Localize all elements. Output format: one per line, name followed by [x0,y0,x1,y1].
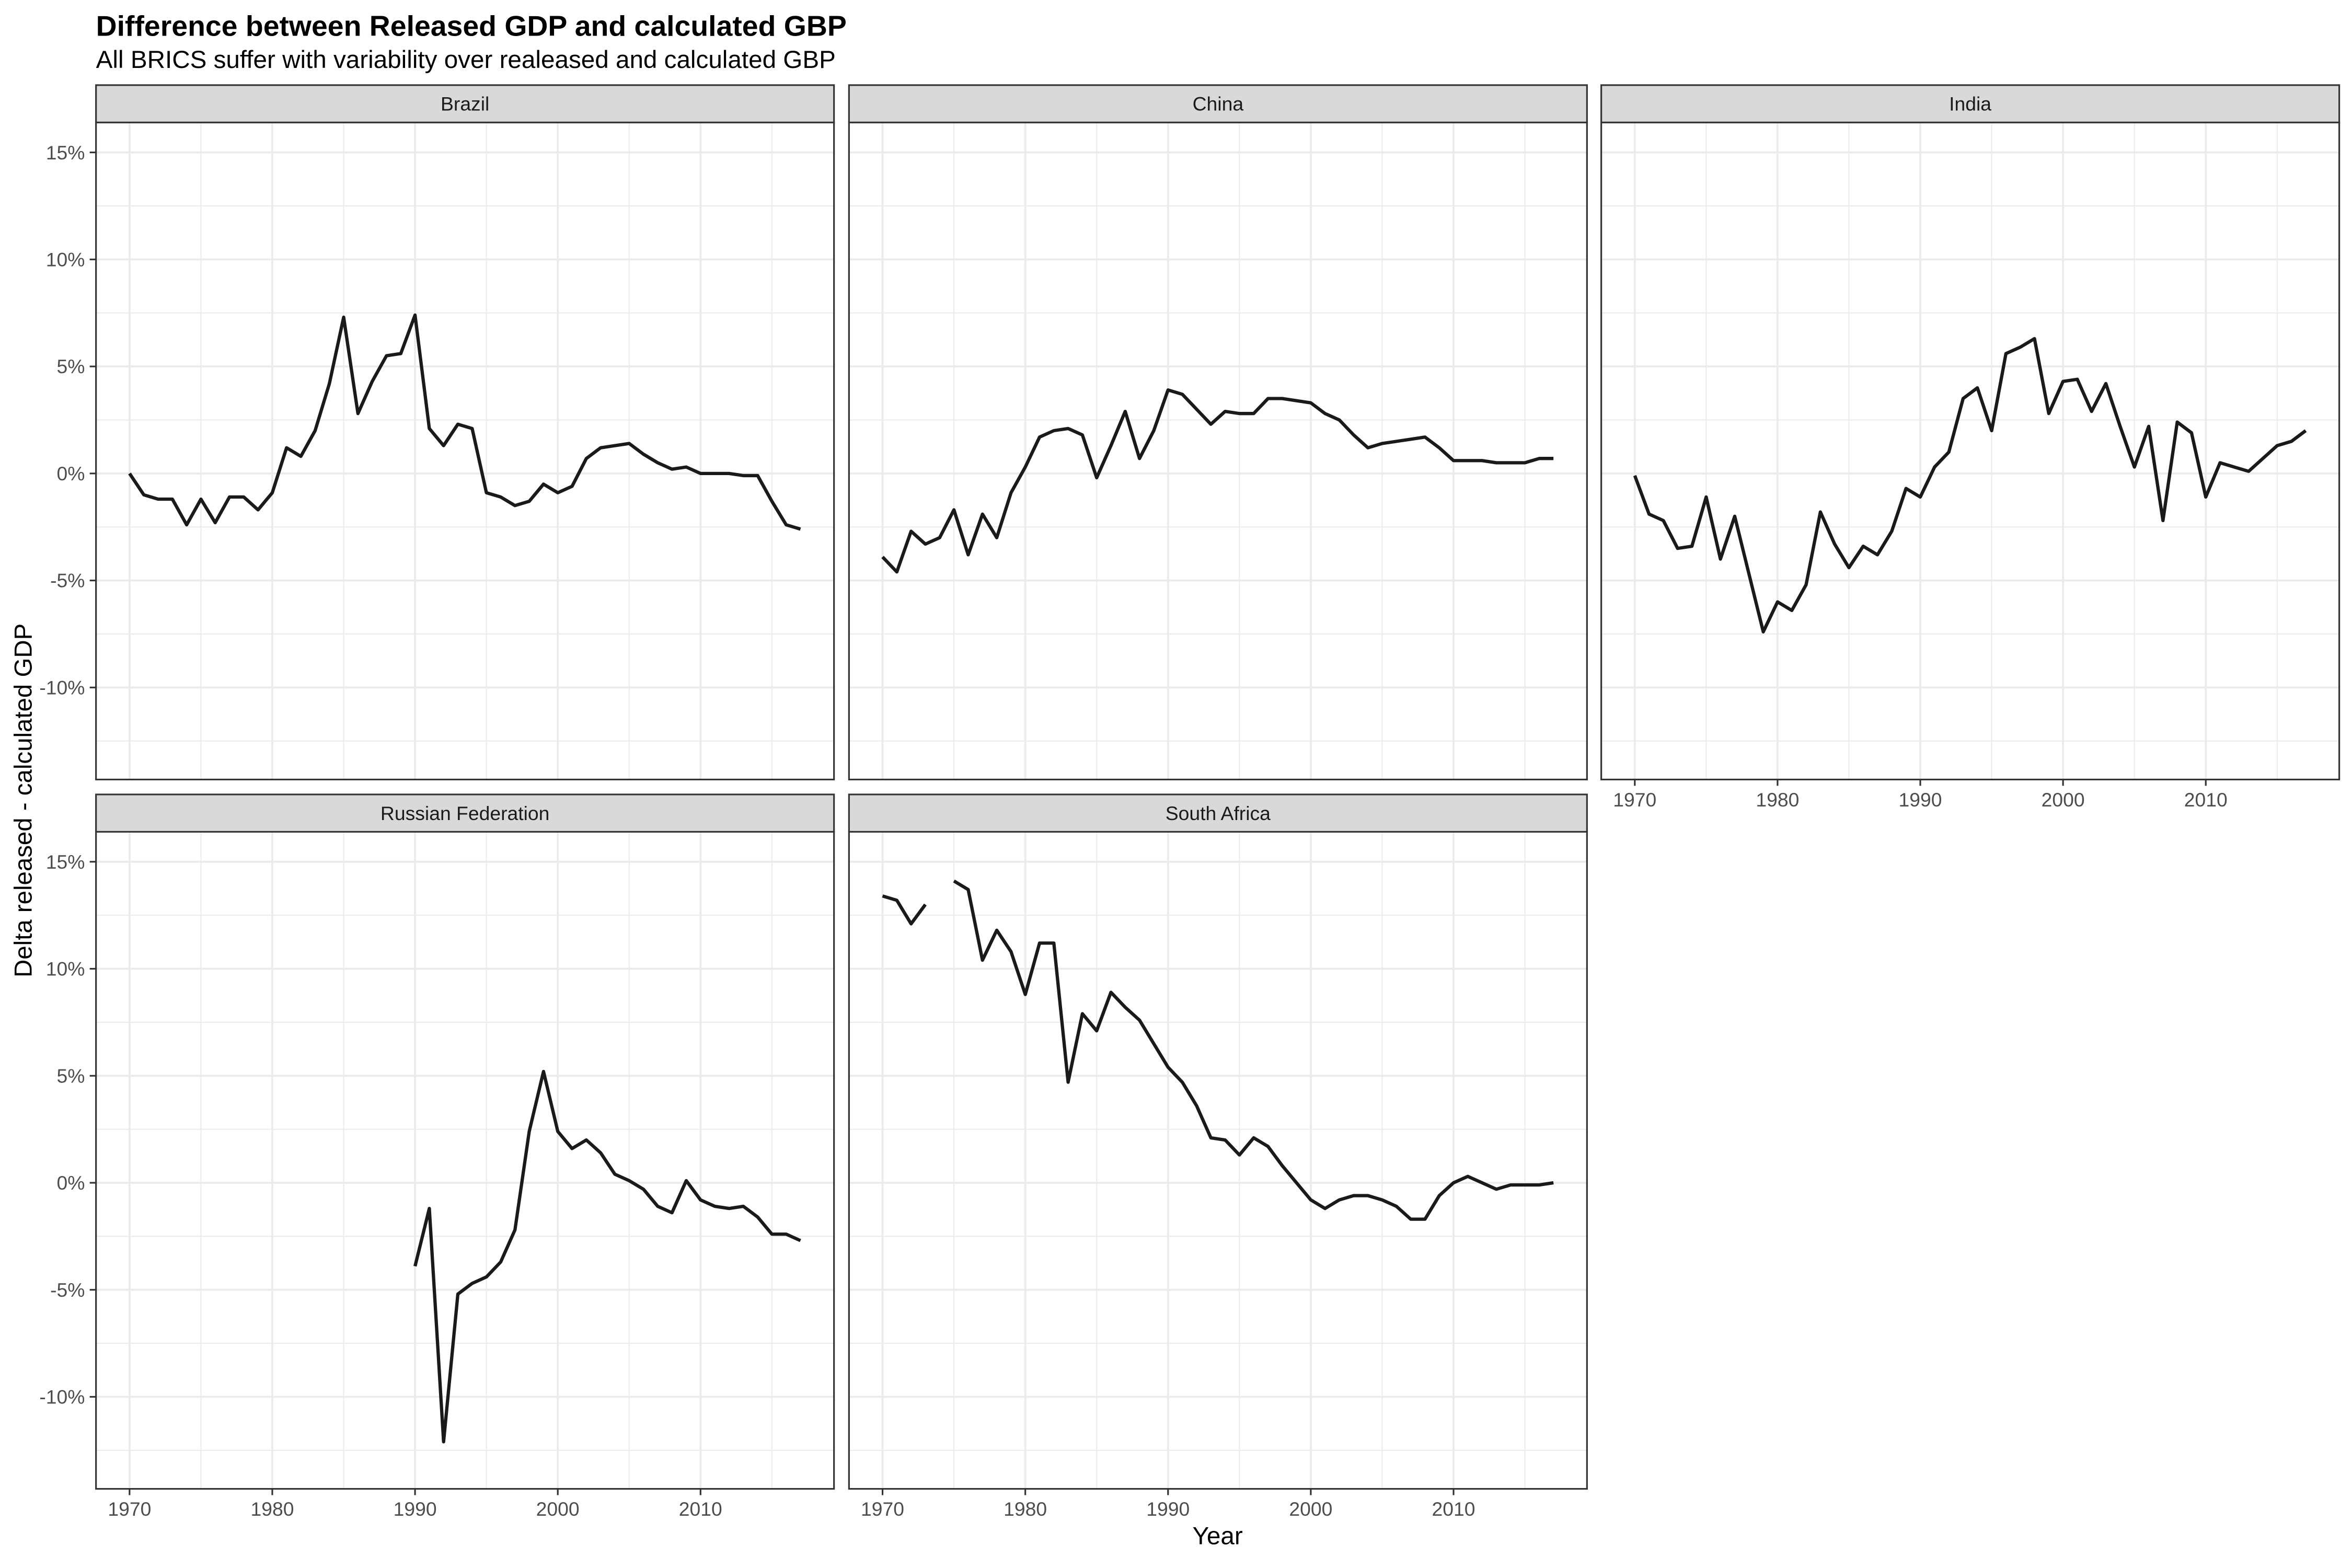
strip-label-india: India [1949,93,1991,115]
facet-india: India 1970 1980 1990 2000 2010 [1600,84,2341,811]
strip-label-south-africa: South Africa [1166,802,1271,824]
x-tick-label: 1970 [861,1498,904,1520]
y-tick-label: 5% [57,355,85,377]
y-tick-label: 15% [46,851,85,873]
series-line-india [1633,337,2307,634]
x-axis-title: Year [1193,1522,1243,1550]
x-tick-label: 1970 [108,1498,151,1520]
facet-russian-federation: Russian Federation -10% -5% 0% 5% 10% 15% 1970 1… [39,793,835,1520]
series-line-brazil [128,313,801,531]
x-tick-label: 1990 [394,1498,437,1520]
panel-background [849,832,1587,1489]
panel-background [96,122,834,780]
facet-panels: Brazil -10% -5% 0% 5% 10% 15% China India 1970 198… [39,84,2341,1520]
strip-label-china: China [1193,93,1244,115]
strip-south-africa [848,793,1588,833]
y-tick-label: 0% [57,463,85,485]
x-tick-label: 2010 [679,1498,722,1520]
x-tick-label: 2010 [1432,1498,1475,1520]
strip-china [848,84,1588,123]
panel-background [1601,122,2339,780]
series-line-russian-federation [413,1069,801,1444]
y-tick-label: -5% [50,1279,85,1301]
panel-background [849,122,1587,780]
strip-india [1600,84,2341,123]
x-tick-label: 1980 [1756,789,1799,811]
panel-background [96,832,834,1489]
strip-russian-federation [95,793,835,833]
y-axis-title: Delta released - calculated GDP [9,624,37,977]
x-tick-label: 1990 [1899,789,1942,811]
strip-brazil [95,84,835,123]
y-tick-label: -10% [39,677,85,699]
y-tick-label: -5% [50,570,85,592]
x-tick-label: 1970 [1613,789,1656,811]
y-tick-label: -10% [39,1386,85,1408]
chart-title: Difference between Released GDP and calc… [96,10,847,42]
facet-south-africa: South Africa 1970 1980 1990 2000 2010 [848,793,1588,1520]
x-tick-label: 1980 [250,1498,294,1520]
x-tick-label: 1980 [1004,1498,1047,1520]
y-tick-label: 10% [46,249,85,271]
strip-label-russian-federation: Russian Federation [381,802,549,824]
x-tick-label: 2000 [2042,789,2085,811]
series-line-south-africa [882,879,1554,1221]
facet-china: China [848,84,1588,780]
x-tick-label: 2000 [536,1498,580,1520]
strip-label-brazil: Brazil [441,93,489,115]
facet-brazil: Brazil -10% -5% 0% 5% 10% 15% [39,84,835,780]
chart-subtitle: All BRICS suffer with variability over r… [96,46,836,74]
series-line-china [881,388,1554,574]
y-tick-label: 10% [46,958,85,980]
x-tick-label: 2000 [1289,1498,1332,1520]
y-tick-label: 0% [57,1172,85,1194]
x-tick-label: 2010 [2184,789,2228,811]
x-tick-label: 1990 [1146,1498,1190,1520]
y-tick-label: 5% [57,1065,85,1087]
y-tick-label: 15% [46,142,85,164]
